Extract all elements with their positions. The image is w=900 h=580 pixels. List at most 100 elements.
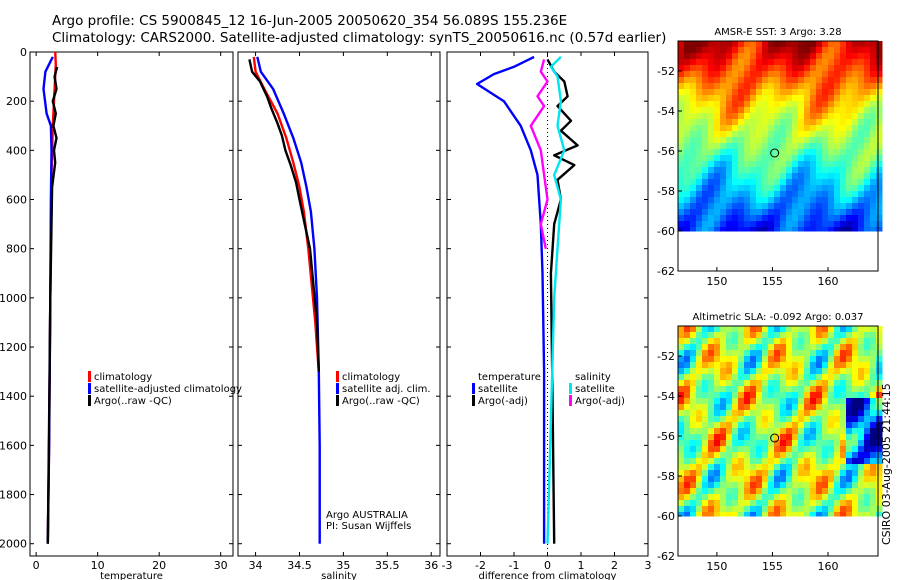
- sla-map-cell: [804, 332, 811, 339]
- sla-map-cell: [846, 362, 853, 369]
- sla-map-cell: [804, 452, 811, 459]
- sla-map-cell: [840, 422, 847, 429]
- sst-map-cell: [678, 119, 685, 126]
- sla-map-cell: [858, 458, 865, 465]
- sst-map-cell: [702, 173, 709, 180]
- sla-map-cell: [858, 482, 865, 489]
- temperature-legend-label: climatology: [94, 372, 152, 383]
- sst-map-cell: [852, 89, 859, 96]
- sla-map-cell: [858, 500, 865, 507]
- sst-map-cell: [696, 173, 703, 180]
- sst-map-cell: [702, 185, 709, 192]
- sst-map-cell: [840, 209, 847, 216]
- sst-map-cell: [810, 59, 817, 66]
- sla-map-cell: [816, 344, 823, 351]
- sst-map-cell: [696, 113, 703, 120]
- sla-map-cell: [720, 410, 727, 417]
- sla-map-cell: [690, 476, 697, 483]
- sst-map-cell: [828, 65, 835, 72]
- sla-map-cell: [822, 434, 829, 441]
- sst-map-cell: [792, 77, 799, 84]
- sla-map-cell: [846, 482, 853, 489]
- sst-map-cell: [774, 113, 781, 120]
- sla-map-cell: [834, 506, 841, 513]
- sla-map-cell: [768, 380, 775, 387]
- sst-map-cell: [750, 149, 757, 156]
- sst-map-cell: [732, 113, 739, 120]
- sla-map-cell: [744, 368, 751, 375]
- sst-map-cell: [834, 155, 841, 162]
- sla-map-cell: [684, 476, 691, 483]
- sla-map-cell: [870, 398, 877, 405]
- sst-map-cell: [834, 77, 841, 84]
- sst-map-cell: [834, 83, 841, 90]
- sla-map-cell: [780, 458, 787, 465]
- sst-map-ytick-label: -52: [657, 65, 675, 78]
- sst-map-cell: [792, 215, 799, 222]
- sst-map-cell: [702, 119, 709, 126]
- sla-map-cell: [852, 440, 859, 447]
- sla-map-cell: [858, 470, 865, 477]
- sla-map-cell: [684, 482, 691, 489]
- sla-map-cell: [750, 476, 757, 483]
- sla-map-cell: [816, 452, 823, 459]
- sla-map-cell: [768, 404, 775, 411]
- sst-map-cell: [822, 41, 829, 48]
- sst-map-cell: [678, 155, 685, 162]
- sst-map-cell: [780, 143, 787, 150]
- sst-map-cell: [690, 41, 697, 48]
- sst-map-cell: [858, 197, 865, 204]
- sla-map-cell: [732, 350, 739, 357]
- sst-map-cell: [798, 89, 805, 96]
- sla-map-cell: [804, 506, 811, 513]
- sla-map-cell: [678, 398, 685, 405]
- sla-map-cell: [810, 326, 817, 333]
- sla-map-cell: [690, 350, 697, 357]
- sla-map-cell: [852, 398, 859, 405]
- sla-map-cell: [684, 404, 691, 411]
- sst-map-cell: [750, 167, 757, 174]
- sla-map-ytick-label: -60: [657, 510, 675, 523]
- sst-map-cell: [864, 203, 871, 210]
- sst-map-cell: [690, 209, 697, 216]
- sst-map-cell: [828, 59, 835, 66]
- sla-map-cell: [726, 494, 733, 501]
- sla-map-cell: [810, 404, 817, 411]
- sst-map-cell: [870, 197, 877, 204]
- sla-map-cell: [714, 500, 721, 507]
- sst-map-cell: [804, 101, 811, 108]
- sla-map-cell: [846, 350, 853, 357]
- salinity-xtick-label: 35.5: [375, 559, 400, 572]
- sla-map-cell: [870, 494, 877, 501]
- sst-map-cell: [756, 203, 763, 210]
- sst-map-cell: [708, 143, 715, 150]
- sst-map-cell: [792, 179, 799, 186]
- sla-map-ytick-label: -62: [657, 550, 675, 563]
- sst-map-cell: [786, 221, 793, 228]
- sla-map-cell: [720, 332, 727, 339]
- sst-map-cell: [792, 185, 799, 192]
- sla-map-cell: [714, 470, 721, 477]
- sla-map-cell: [684, 494, 691, 501]
- sst-map-cell: [756, 47, 763, 54]
- sla-map-cell: [774, 350, 781, 357]
- sla-map-cell: [798, 344, 805, 351]
- sst-map-cell: [768, 179, 775, 186]
- sst-map-cell: [804, 107, 811, 114]
- sla-map-cell: [750, 488, 757, 495]
- sst-map-cell: [810, 161, 817, 168]
- sla-map-cell: [822, 344, 829, 351]
- sst-map-cell: [714, 47, 721, 54]
- sla-map-cell: [852, 428, 859, 435]
- sla-map-cell: [858, 428, 865, 435]
- sst-map-cell: [840, 41, 847, 48]
- sla-map-cell: [780, 500, 787, 507]
- sst-map-cell: [876, 89, 883, 96]
- difference-left-legend-swatch: [472, 383, 475, 394]
- sla-map-cell: [774, 410, 781, 417]
- sla-map-cell: [780, 494, 787, 501]
- sla-map-cell: [780, 482, 787, 489]
- sst-map-cell: [816, 77, 823, 84]
- sst-map-cell: [786, 179, 793, 186]
- sst-map-cell: [762, 125, 769, 132]
